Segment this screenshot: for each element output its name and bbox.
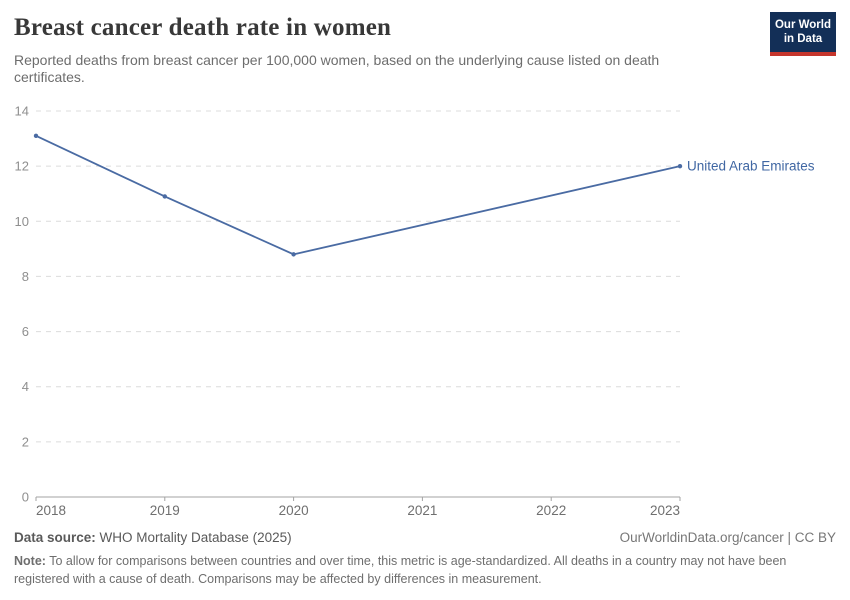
line-chart: 0 2 4 6 8 10 12 14 2018 2019 2020 2021 2022 2023 Unite…	[15, 104, 815, 519]
data-source-value: WHO Mortality Database (2025)	[95, 530, 292, 545]
data-point-2019[interactable]	[162, 194, 167, 199]
y-axis-tick-0: 0	[22, 490, 29, 505]
data-point-2023[interactable]	[677, 163, 683, 169]
chart-footer: Data source: WHO Mortality Database (202…	[14, 530, 836, 588]
chart-subtitle: Reported deaths from breast cancer per 1…	[14, 51, 660, 86]
page-title: Breast cancer death rate in women	[14, 14, 392, 41]
owid-logo[interactable]: Our World in Data	[770, 12, 836, 56]
y-axis-tick-8: 8	[22, 269, 29, 284]
data-source: Data source: WHO Mortality Database (202…	[14, 530, 292, 545]
y-axis-tick-4: 4	[22, 379, 29, 394]
x-axis-tick-2018: 2018	[36, 503, 66, 518]
note-label: Note:	[14, 554, 46, 568]
y-axis-tick-2: 2	[22, 434, 29, 449]
note-text: To allow for comparisons between countri…	[14, 554, 787, 587]
owid-logo-line1: Our World	[774, 19, 831, 31]
x-axis-tick-2021: 2021	[407, 503, 437, 518]
x-axis-tick-2023: 2023	[650, 503, 680, 518]
attribution-link[interactable]: OurWorldinData.org/cancer | CC BY	[619, 530, 836, 545]
chart-note: Note: To allow for comparisons between c…	[14, 552, 836, 588]
chart-header: Breast cancer death rate in women Report…	[14, 12, 836, 87]
series-label-united-arab-emirates[interactable]: United Arab Emirates	[687, 159, 815, 174]
data-point-2018[interactable]	[33, 133, 39, 139]
x-axis-tick-2019: 2019	[150, 503, 180, 518]
x-axis-tick-2022: 2022	[536, 503, 566, 518]
y-axis-tick-6: 6	[22, 324, 29, 339]
owid-logo-line2: in Data	[783, 33, 823, 46]
y-axis-tick-12: 12	[15, 159, 29, 174]
data-source-label: Data source:	[14, 530, 96, 545]
data-point-2020[interactable]	[291, 252, 296, 257]
x-axis-tick-2020: 2020	[279, 503, 309, 518]
y-axis-tick-14: 14	[15, 104, 29, 119]
y-axis-tick-10: 10	[15, 214, 29, 229]
series-line-united-arab-emirates[interactable]	[35, 135, 681, 256]
